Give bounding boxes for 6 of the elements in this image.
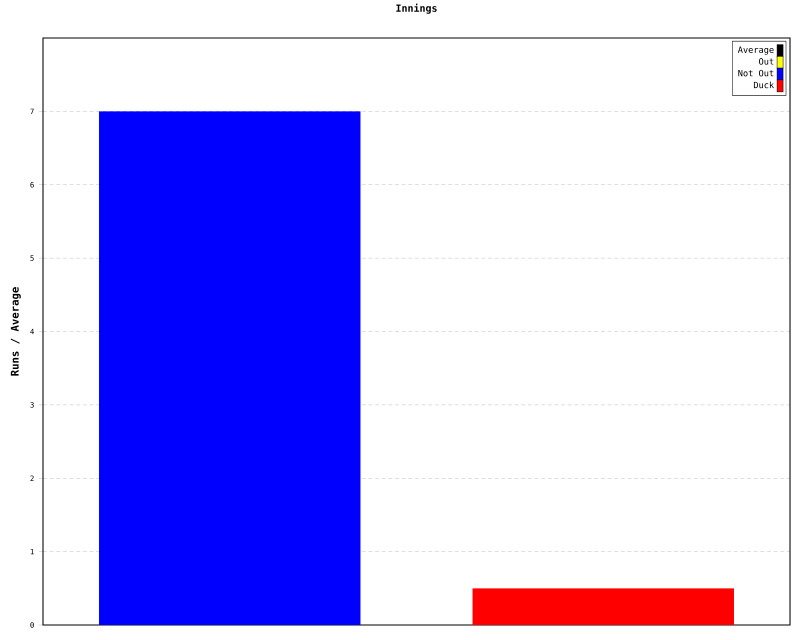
legend-label: Duck	[754, 82, 774, 88]
chart-title: Innings	[396, 4, 437, 14]
legend-label: Out	[759, 58, 774, 65]
y-axis-title: Runs / Average	[10, 287, 21, 376]
legend-label: Not Out	[738, 70, 774, 76]
legend-label: Average	[738, 46, 774, 55]
